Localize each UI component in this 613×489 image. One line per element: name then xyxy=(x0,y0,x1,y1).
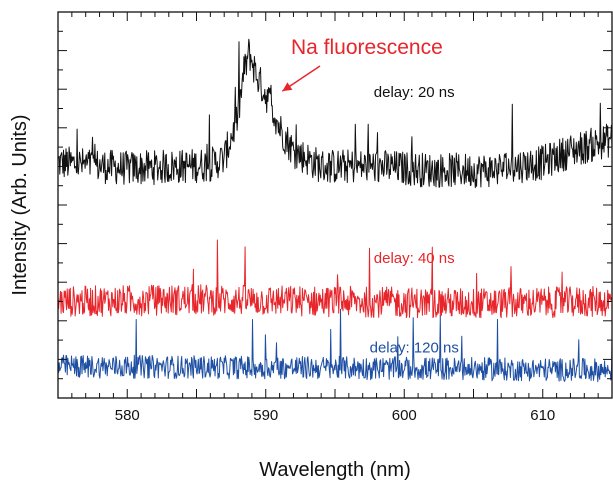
axis-ticks xyxy=(57,12,613,398)
y-axis-title: Intensity (Arb. Units) xyxy=(9,114,31,295)
plot-frame xyxy=(57,11,613,399)
annotation-arrowhead xyxy=(282,82,293,92)
series-label: delay: 120 ns xyxy=(370,339,459,356)
series-labels: delay: 20 ns delay: 40 ns delay: 120 ns xyxy=(370,84,459,357)
series-line xyxy=(58,38,612,189)
annotation-label: Na fluorescence xyxy=(291,36,443,59)
x-tick-label: 580 xyxy=(115,407,140,424)
x-tick-label: 600 xyxy=(392,407,417,424)
series-line xyxy=(58,239,612,319)
series-label: delay: 40 ns xyxy=(374,250,455,267)
series-label: delay: 20 ns xyxy=(374,84,455,101)
series-line xyxy=(58,308,612,383)
x-tick-labels: 580 590 600 610 xyxy=(115,407,556,424)
x-tick-label: 590 xyxy=(253,407,278,424)
annotations: Na fluorescence xyxy=(281,36,443,92)
x-tick-label: 610 xyxy=(530,407,555,424)
x-axis-title: Wavelength (nm) xyxy=(259,459,411,481)
traces-group xyxy=(58,38,612,383)
